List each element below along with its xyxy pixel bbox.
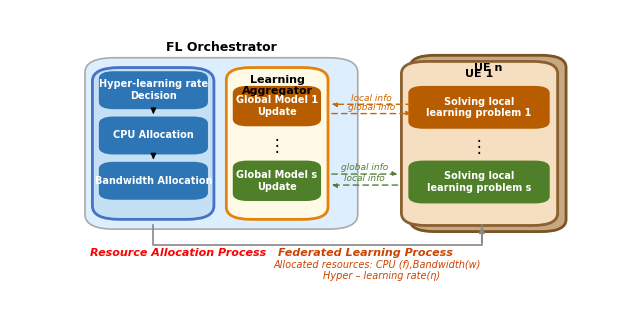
Text: Allocated resources: CPU (f),Bandwidth(w): Allocated resources: CPU (f),Bandwidth(w…	[273, 260, 481, 270]
FancyBboxPatch shape	[99, 71, 208, 109]
Text: UE n: UE n	[474, 63, 502, 73]
Text: Bandwidth Allocation: Bandwidth Allocation	[95, 176, 212, 186]
Text: global info: global info	[341, 163, 388, 172]
FancyBboxPatch shape	[408, 161, 550, 204]
Text: Hyper – learning rate(η): Hyper – learning rate(η)	[323, 271, 440, 281]
Text: global info: global info	[348, 103, 396, 112]
Text: Global Model s
Update: Global Model s Update	[236, 170, 317, 191]
FancyBboxPatch shape	[99, 162, 208, 200]
Text: Resource Allocation Process: Resource Allocation Process	[90, 247, 266, 258]
FancyBboxPatch shape	[410, 55, 566, 232]
Text: Solving local
learning problem s: Solving local learning problem s	[427, 171, 531, 193]
Text: FL Orchestrator: FL Orchestrator	[166, 41, 276, 54]
Text: local info: local info	[351, 93, 392, 103]
Text: Learning
Aggregator: Learning Aggregator	[241, 75, 313, 96]
Text: Solving local
learning problem 1: Solving local learning problem 1	[426, 97, 532, 118]
FancyBboxPatch shape	[233, 161, 321, 201]
Text: ⋮: ⋮	[470, 138, 487, 156]
Text: Global Model 1
Update: Global Model 1 Update	[236, 95, 318, 117]
FancyBboxPatch shape	[227, 67, 328, 219]
FancyBboxPatch shape	[401, 61, 557, 225]
FancyBboxPatch shape	[92, 67, 214, 219]
Text: Federated Learning Process: Federated Learning Process	[278, 247, 453, 258]
FancyBboxPatch shape	[408, 86, 550, 129]
Text: CPU Allocation: CPU Allocation	[113, 130, 194, 141]
FancyBboxPatch shape	[85, 58, 358, 229]
Text: local info: local info	[344, 174, 385, 183]
Text: UE 1: UE 1	[465, 69, 493, 79]
Text: ⋮: ⋮	[269, 137, 285, 155]
FancyBboxPatch shape	[233, 86, 321, 126]
Text: Hyper-learning rate
Decision: Hyper-learning rate Decision	[99, 80, 208, 101]
FancyBboxPatch shape	[99, 116, 208, 155]
